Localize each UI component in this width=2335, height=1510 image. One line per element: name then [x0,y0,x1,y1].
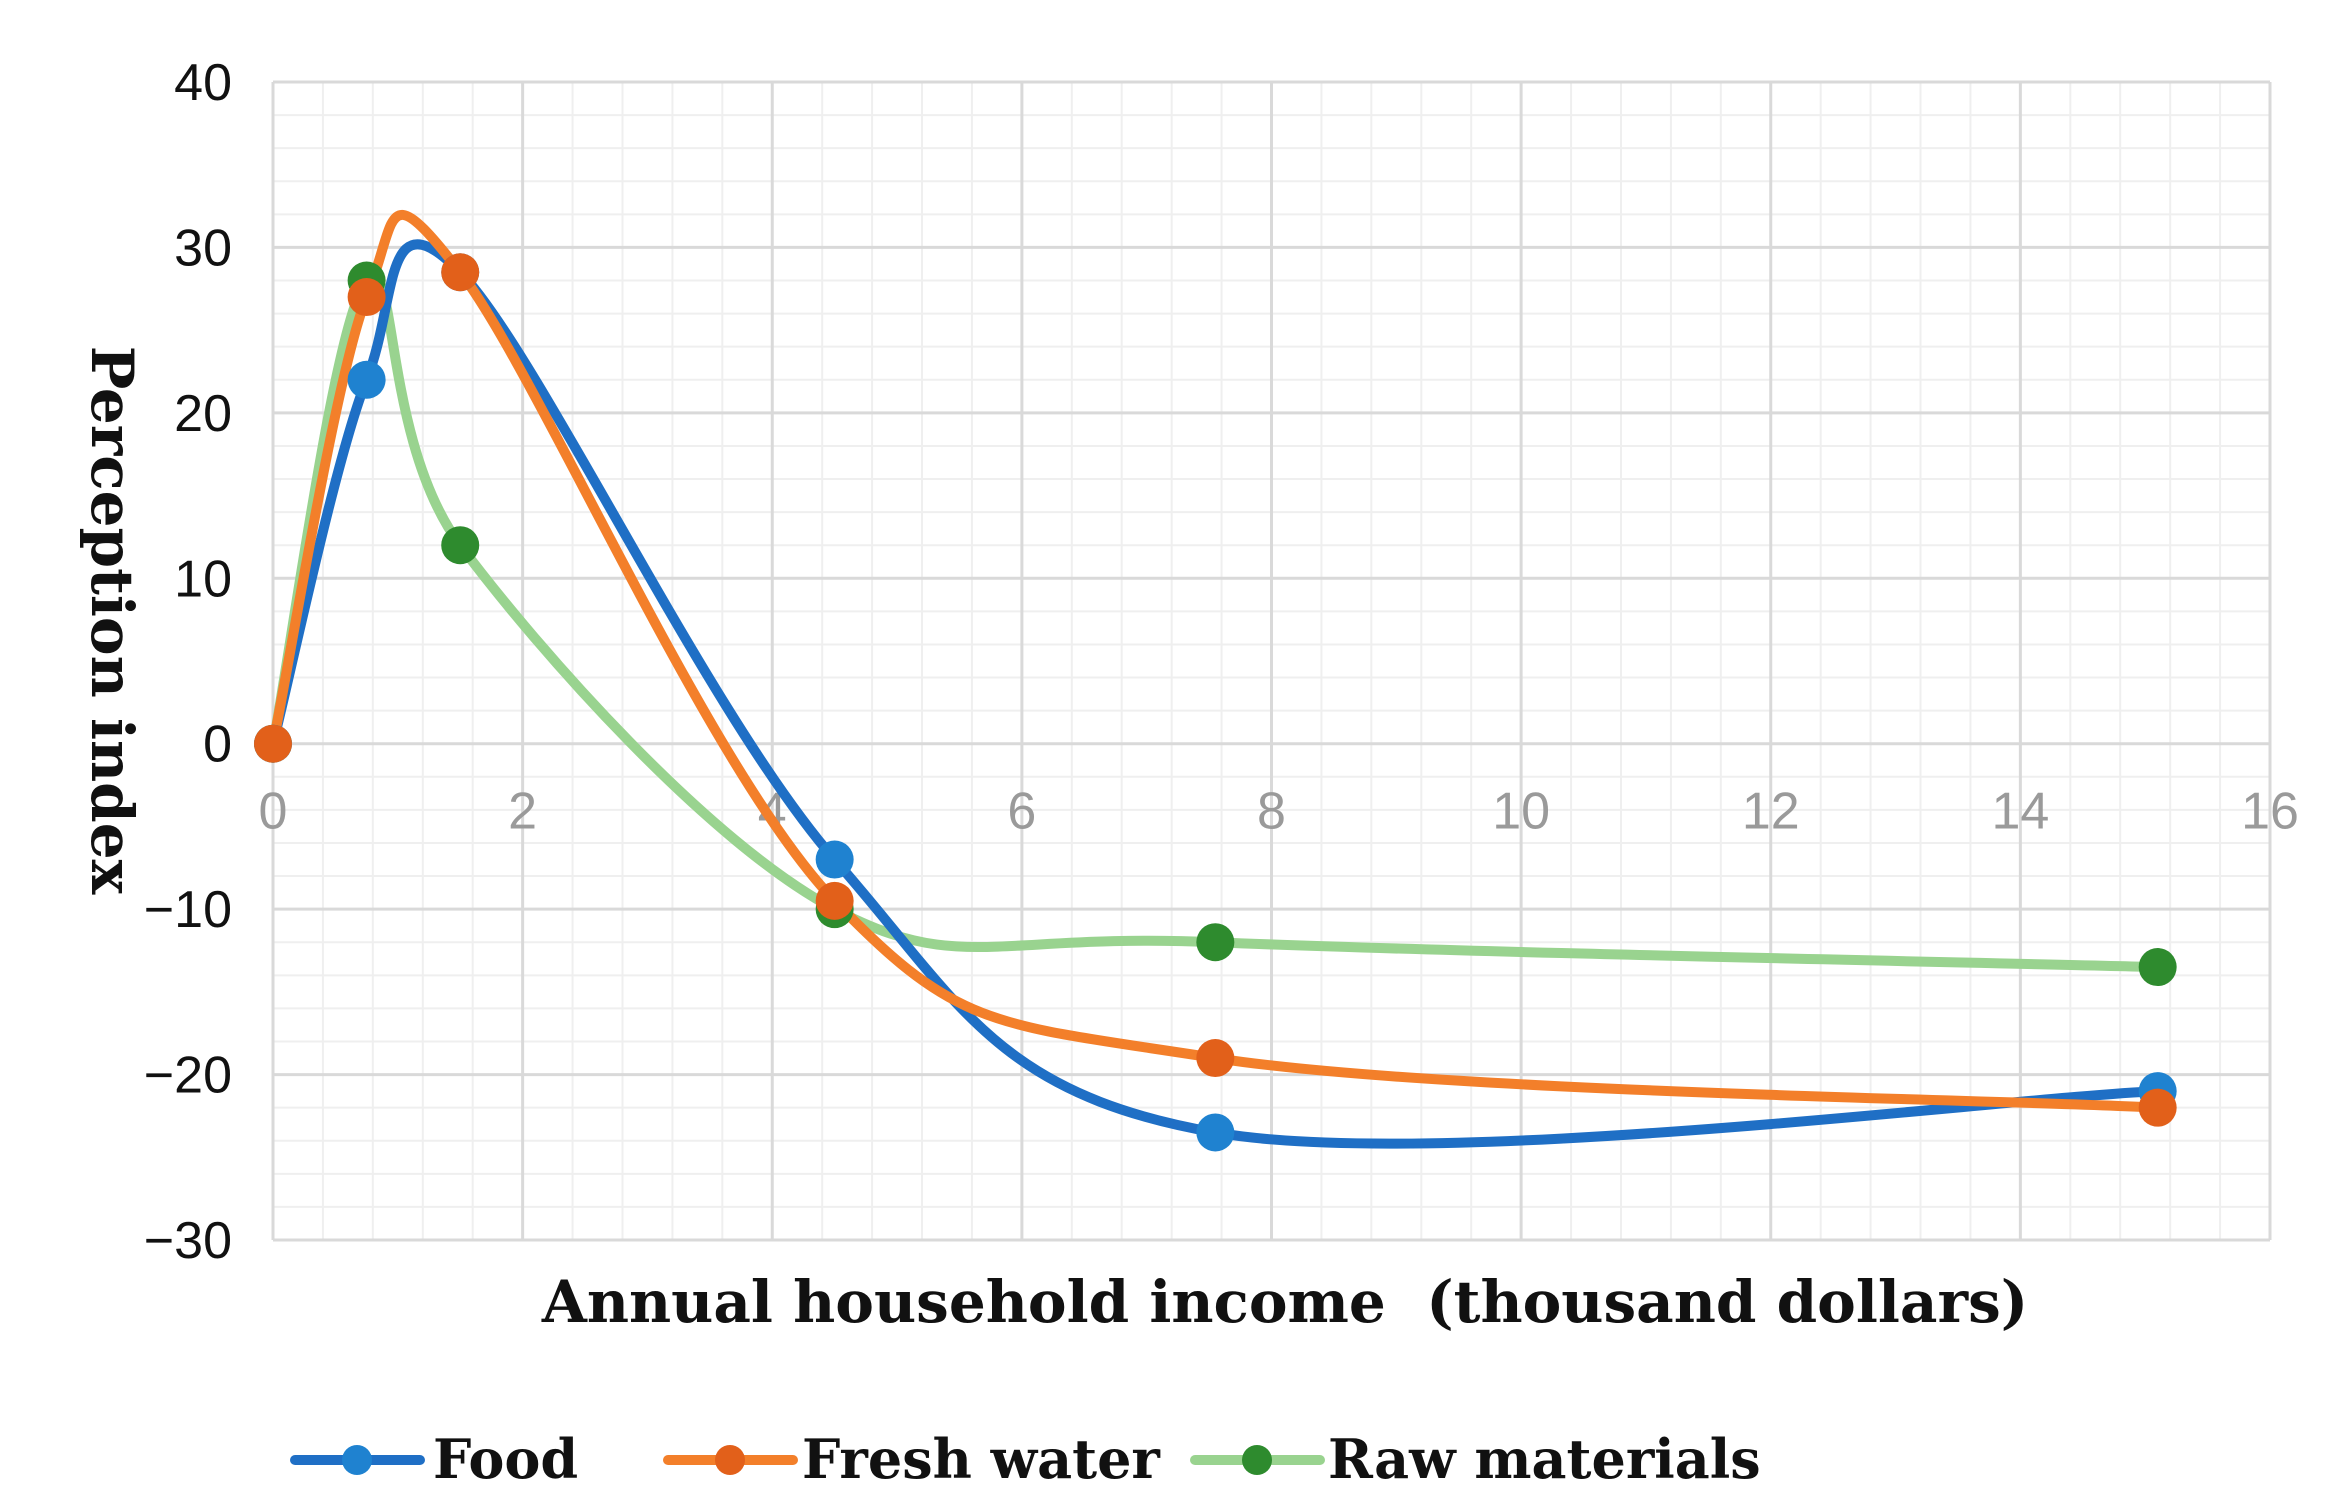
data-point-fresh-water [2138,1088,2177,1127]
legend-label-food: Food [433,1427,578,1491]
x-tick-label: 16 [2241,783,2299,841]
y-tick-label: 10 [174,550,232,608]
legend-label-fresh-water: Fresh water [802,1427,1160,1491]
y-tick-label: 0 [203,716,232,774]
x-tick-label: 12 [1742,783,1800,841]
x-tick-label: 6 [1007,783,1036,841]
x-tick-label: 8 [1257,783,1286,841]
series-line-fresh-water [268,209,2163,1113]
y-tick-label: 20 [174,385,232,443]
x-tick-label: 14 [1991,783,2049,841]
legend-marker-raw-materials [1242,1445,1272,1475]
legend-marker-food [342,1445,372,1475]
y-axis-title: Perception index [78,346,146,895]
data-point-fresh-water [1196,1039,1235,1078]
data-point-fresh-water [815,881,854,920]
x-tick-label: 10 [1492,783,1550,841]
grid [271,80,2272,1242]
data-point-food [815,840,854,879]
data-point-fresh-water [441,253,480,292]
data-point-food [1196,1113,1235,1152]
data-point-raw-materials [2138,948,2177,987]
y-tick-label: −20 [144,1047,232,1105]
series-markers [254,253,2177,1152]
y-tick-label: 30 [174,219,232,277]
y-tick-label: −30 [144,1212,232,1270]
data-point-raw-materials [441,526,480,565]
legend-label-raw-materials: Raw materials [1328,1427,1761,1491]
legend-marker-fresh-water [715,1445,745,1475]
x-tick-label: 2 [508,783,537,841]
y-tick-label: 40 [174,54,232,112]
data-point-fresh-water [347,278,386,317]
data-point-food [347,360,386,399]
data-point-fresh-water [254,724,292,763]
legend: Food Fresh water Raw materials [290,1427,1761,1491]
data-point-raw-materials [1196,923,1235,962]
y-tick-label: −10 [144,881,232,939]
x-tick-label: 0 [259,783,288,841]
series-lines [268,209,2163,1149]
x-axis-title: Annual household income (thousand dollar… [541,1268,2028,1336]
